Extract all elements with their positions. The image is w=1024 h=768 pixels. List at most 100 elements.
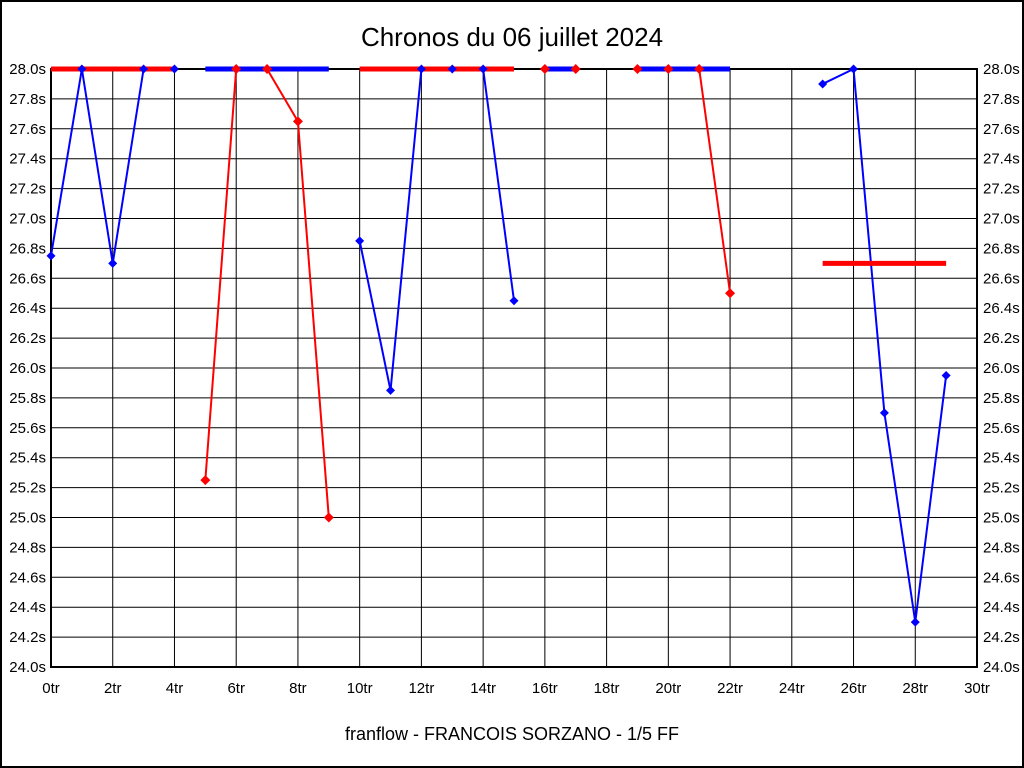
y-tick-label: 27.8s xyxy=(9,91,46,108)
blue-line-segment xyxy=(914,374,948,624)
y-tick-label: 26.6s xyxy=(983,270,1020,287)
x-tick-label: 12tr xyxy=(408,680,434,697)
red-marker-marker xyxy=(323,512,334,523)
blue-marker-marker xyxy=(108,258,118,268)
red-marker-marker xyxy=(539,64,550,74)
y-tick-label: 24.8s xyxy=(9,539,46,556)
blue-line-segment xyxy=(389,68,423,392)
y-tick-label: 27.8s xyxy=(983,91,1020,108)
y-tick-label: 24.4s xyxy=(9,599,46,616)
y-tick-label: 25.4s xyxy=(9,450,46,467)
y-tick-label: 25.8s xyxy=(983,390,1020,407)
red-markers-group xyxy=(200,64,736,523)
y-tick-label: 26.2s xyxy=(983,330,1020,347)
red-marker-marker xyxy=(200,475,211,486)
y-tick-label: 24.6s xyxy=(9,569,46,586)
y-tick-label: 24.0s xyxy=(983,659,1020,676)
blue-marker-marker xyxy=(910,617,920,627)
y-tick-label: 28.0s xyxy=(9,61,46,78)
y-tick-label: 26.8s xyxy=(983,240,1020,257)
y-tick-label: 27.2s xyxy=(983,181,1020,198)
chart-footer: franflow - FRANCOIS SORZANO - 1/5 FF xyxy=(344,724,680,744)
red-marker-marker xyxy=(570,64,581,74)
y-tick-label: 25.4s xyxy=(983,450,1020,467)
blue-marker-marker xyxy=(849,64,859,74)
x-tick-label: 24tr xyxy=(779,680,805,697)
red-marker-marker xyxy=(262,64,273,74)
red-line-segment xyxy=(204,68,238,482)
blue-marker-marker xyxy=(478,64,488,74)
y-tick-label: 25.2s xyxy=(983,480,1020,497)
blue-line-segment xyxy=(111,68,145,265)
x-tick-label: 8tr xyxy=(289,680,307,697)
blue-marker-marker xyxy=(509,296,519,306)
red-line-segment xyxy=(296,120,330,519)
blue-marker-marker xyxy=(941,370,951,380)
red-marker-marker xyxy=(632,64,643,74)
y-tick-label: 27.6s xyxy=(9,121,46,138)
x-tick-label: 16tr xyxy=(532,680,558,697)
x-tick-label: 2tr xyxy=(104,680,122,697)
y-tick-label: 24.2s xyxy=(983,629,1020,646)
y-tick-label: 27.6s xyxy=(983,121,1020,138)
x-tick-label: 4tr xyxy=(166,680,184,697)
red-marker-marker xyxy=(292,116,303,127)
blue-marker-marker xyxy=(447,64,457,74)
x-tick-label: 22tr xyxy=(717,680,743,697)
x-tick-label: 10tr xyxy=(347,680,373,697)
y-tick-label: 24.2s xyxy=(9,629,46,646)
red-series-line xyxy=(637,66,732,295)
y-tick-label: 25.6s xyxy=(9,420,46,437)
x-tick-label: 20tr xyxy=(655,680,681,697)
y-tick-label: 28.0s xyxy=(983,61,1020,78)
y-tick-label: 26.2s xyxy=(9,330,46,347)
blue-marker-marker xyxy=(818,79,828,89)
blue-series-line xyxy=(358,66,515,392)
y-tick-label: 25.8s xyxy=(9,390,46,407)
y-axis-labels-right: 28.0s 27.8s 27.6s 27.4s 27.2s 27.0s 26.8s 26.6s… xyxy=(983,61,1020,676)
x-tick-label: 30tr xyxy=(964,680,990,697)
x-axis-labels: 0tr 2tr 4tr 6tr 8tr 10tr 12tr 14tr 16tr 18tr 20tr 2… xyxy=(42,680,990,697)
blue-marker-marker xyxy=(879,408,889,418)
y-tick-label: 26.0s xyxy=(9,360,46,377)
chart-title: Chronos du 06 juillet 2024 xyxy=(360,22,664,52)
blue-line-segment xyxy=(821,68,855,85)
blue-marker-marker xyxy=(355,236,365,246)
blue-line-segment xyxy=(482,68,515,302)
red-marker-marker xyxy=(663,64,674,74)
y-tick-label: 27.2s xyxy=(9,181,46,198)
x-tick-label: 18tr xyxy=(594,680,620,697)
y-tick-label: 27.0s xyxy=(9,211,46,228)
y-tick-label: 24.0s xyxy=(9,659,46,676)
blue-marker-marker xyxy=(169,64,179,74)
blue-series-line xyxy=(821,68,948,624)
y-tick-label: 25.0s xyxy=(9,510,46,527)
y-tick-label: 27.4s xyxy=(9,151,46,168)
blue-line-segment xyxy=(50,68,83,257)
y-tick-label: 25.6s xyxy=(983,420,1020,437)
red-series-line xyxy=(204,66,330,519)
blue-line-segment xyxy=(883,411,917,624)
y-tick-label: 27.0s xyxy=(983,211,1020,228)
y-tick-label: 24.8s xyxy=(983,539,1020,556)
x-tick-label: 26tr xyxy=(841,680,867,697)
blue-line-segment xyxy=(80,68,114,265)
red-line-segment xyxy=(266,68,299,123)
blue-marker-marker xyxy=(386,385,396,395)
blue-line-segment xyxy=(852,68,886,414)
x-tick-label: 14tr xyxy=(470,680,496,697)
red-marker-marker xyxy=(694,64,705,74)
blue-marker-marker xyxy=(77,64,87,74)
red-line-segment xyxy=(698,68,732,295)
y-axis-labels-left: 28.0s 27.8s 27.6s 27.4s 27.2s 27.0s 26.8s 26.6s… xyxy=(9,61,46,676)
y-tick-label: 25.0s xyxy=(983,510,1020,527)
y-tick-label: 24.4s xyxy=(983,599,1020,616)
blue-marker-marker xyxy=(139,64,149,74)
y-tick-label: 24.6s xyxy=(983,569,1020,586)
x-tick-label: 28tr xyxy=(902,680,928,697)
blue-markers-group xyxy=(46,64,951,627)
x-tick-label: 6tr xyxy=(227,680,245,697)
x-tick-label: 0tr xyxy=(42,680,60,697)
y-tick-label: 26.8s xyxy=(9,240,46,257)
